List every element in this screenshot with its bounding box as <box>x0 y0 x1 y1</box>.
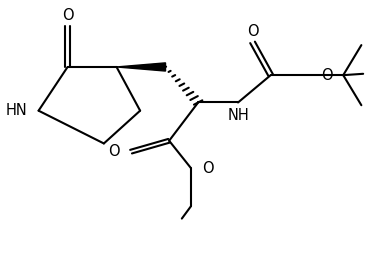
Text: O: O <box>247 25 258 39</box>
Polygon shape <box>117 63 165 71</box>
Text: O: O <box>322 68 333 83</box>
Text: O: O <box>62 8 73 23</box>
Text: O: O <box>202 161 213 176</box>
Text: NH: NH <box>227 108 249 123</box>
Text: HN: HN <box>6 103 28 118</box>
Text: O: O <box>108 144 120 159</box>
